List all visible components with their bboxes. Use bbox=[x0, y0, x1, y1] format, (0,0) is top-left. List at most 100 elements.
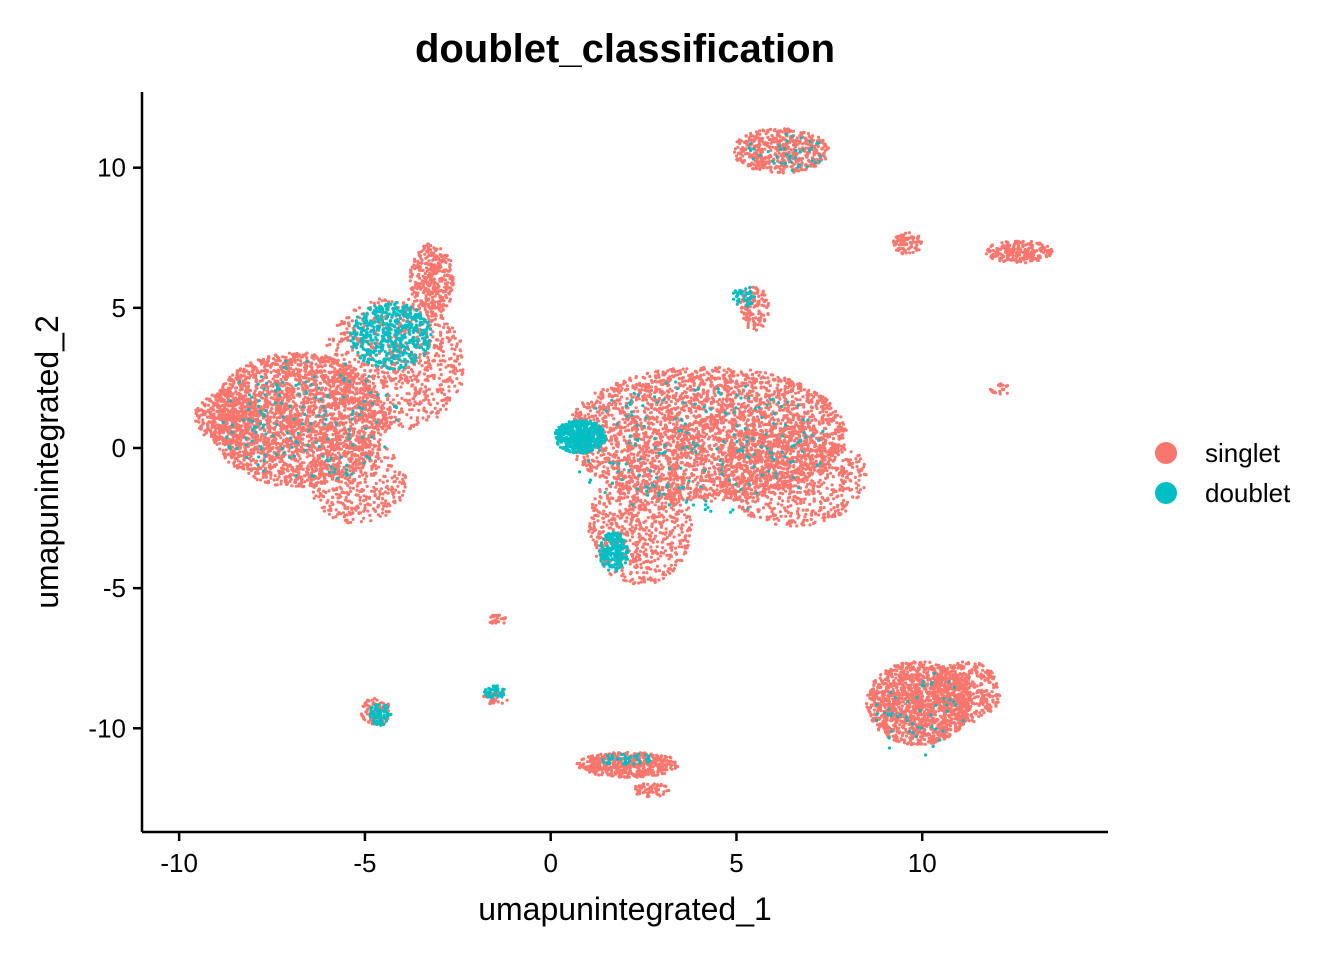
singlet-point bbox=[427, 358, 431, 362]
scatter-points bbox=[194, 127, 1054, 799]
singlet-point bbox=[290, 384, 294, 389]
singlet-point bbox=[226, 408, 230, 412]
singlet-point bbox=[390, 485, 394, 489]
singlet-point bbox=[299, 363, 303, 367]
singlet-point bbox=[604, 460, 608, 464]
singlet-point bbox=[398, 498, 402, 502]
singlet-point bbox=[280, 389, 284, 393]
singlet-point bbox=[275, 477, 279, 482]
singlet-point bbox=[251, 368, 255, 372]
singlet-point bbox=[710, 473, 714, 477]
singlet-point bbox=[435, 388, 439, 392]
singlet-point bbox=[385, 416, 389, 420]
singlet-point bbox=[225, 391, 229, 395]
singlet-point bbox=[386, 463, 390, 468]
singlet-point bbox=[244, 394, 248, 398]
singlet-point bbox=[248, 451, 252, 455]
singlet-point bbox=[233, 457, 237, 461]
singlet-point bbox=[448, 265, 452, 269]
singlet-point bbox=[298, 448, 302, 452]
singlet-point bbox=[238, 369, 242, 373]
singlet-point bbox=[265, 368, 269, 372]
singlet-point bbox=[268, 380, 272, 384]
singlet-point bbox=[292, 424, 296, 428]
singlet-point bbox=[254, 417, 259, 422]
singlet-point bbox=[412, 374, 416, 378]
singlet-point bbox=[368, 513, 372, 518]
singlet-point bbox=[297, 467, 301, 471]
singlet-point bbox=[348, 459, 352, 464]
singlet-point bbox=[295, 409, 299, 413]
singlet-point bbox=[376, 411, 380, 415]
singlet-point bbox=[197, 426, 202, 430]
singlet-point bbox=[312, 357, 316, 361]
singlet-point bbox=[418, 370, 422, 374]
singlet-point bbox=[355, 381, 359, 386]
singlet-point bbox=[373, 487, 377, 491]
singlet-point bbox=[231, 392, 235, 396]
singlet-point bbox=[218, 441, 222, 445]
singlet-point bbox=[356, 481, 360, 486]
singlet-point bbox=[418, 254, 423, 258]
singlet-point bbox=[329, 439, 333, 443]
singlet-point bbox=[259, 459, 263, 463]
singlet-point bbox=[325, 413, 330, 417]
singlet-point bbox=[344, 421, 348, 425]
singlet-point bbox=[279, 420, 283, 425]
singlet-point bbox=[406, 401, 410, 405]
singlet-point bbox=[439, 348, 443, 352]
singlet-point bbox=[258, 438, 262, 442]
singlet-point bbox=[370, 464, 374, 468]
singlet-point bbox=[430, 392, 434, 396]
singlet-point bbox=[254, 380, 258, 384]
singlet-point bbox=[381, 410, 385, 414]
singlet-point bbox=[288, 389, 292, 393]
singlet-point bbox=[342, 432, 346, 436]
singlet-point bbox=[439, 407, 443, 412]
singlet-point bbox=[345, 316, 349, 320]
singlet-point bbox=[269, 473, 273, 477]
singlet-point bbox=[385, 479, 389, 483]
singlet-point bbox=[421, 284, 425, 288]
singlet-point bbox=[241, 406, 245, 410]
singlet-point bbox=[309, 460, 313, 464]
singlet-point bbox=[326, 404, 330, 408]
singlet-point bbox=[409, 375, 413, 379]
singlet-point bbox=[263, 372, 267, 376]
singlet-point bbox=[329, 454, 333, 458]
singlet-point bbox=[405, 377, 409, 381]
singlet-point bbox=[338, 398, 342, 402]
singlet-point bbox=[263, 480, 267, 484]
singlet-point bbox=[360, 416, 364, 420]
singlet-point bbox=[206, 421, 210, 425]
singlet-point bbox=[322, 425, 326, 429]
singlet-point bbox=[264, 439, 268, 443]
singlet-point bbox=[212, 412, 216, 416]
singlet-point bbox=[437, 376, 441, 380]
singlet-point bbox=[387, 374, 391, 378]
singlet-point bbox=[268, 400, 272, 404]
singlet-point bbox=[334, 456, 339, 460]
singlet-point bbox=[345, 507, 349, 511]
singlet-point bbox=[425, 269, 429, 273]
singlet-point bbox=[290, 484, 294, 488]
singlet-point bbox=[405, 398, 409, 402]
singlet-point bbox=[323, 431, 327, 435]
singlet-point bbox=[334, 492, 338, 496]
singlet-point bbox=[299, 475, 303, 479]
singlet-point bbox=[342, 357, 346, 362]
singlet-point bbox=[379, 400, 383, 404]
singlet-point bbox=[362, 516, 366, 520]
singlet-point bbox=[381, 425, 385, 429]
singlet-point bbox=[365, 484, 369, 488]
singlet-point bbox=[269, 409, 273, 413]
singlet-point bbox=[323, 375, 327, 379]
singlet-point bbox=[261, 475, 265, 479]
singlet-point bbox=[293, 449, 298, 453]
singlet-point bbox=[378, 438, 382, 442]
singlet-point bbox=[293, 428, 297, 433]
singlet-point bbox=[447, 269, 451, 273]
singlet-point bbox=[212, 403, 216, 407]
singlet-point bbox=[337, 363, 342, 367]
